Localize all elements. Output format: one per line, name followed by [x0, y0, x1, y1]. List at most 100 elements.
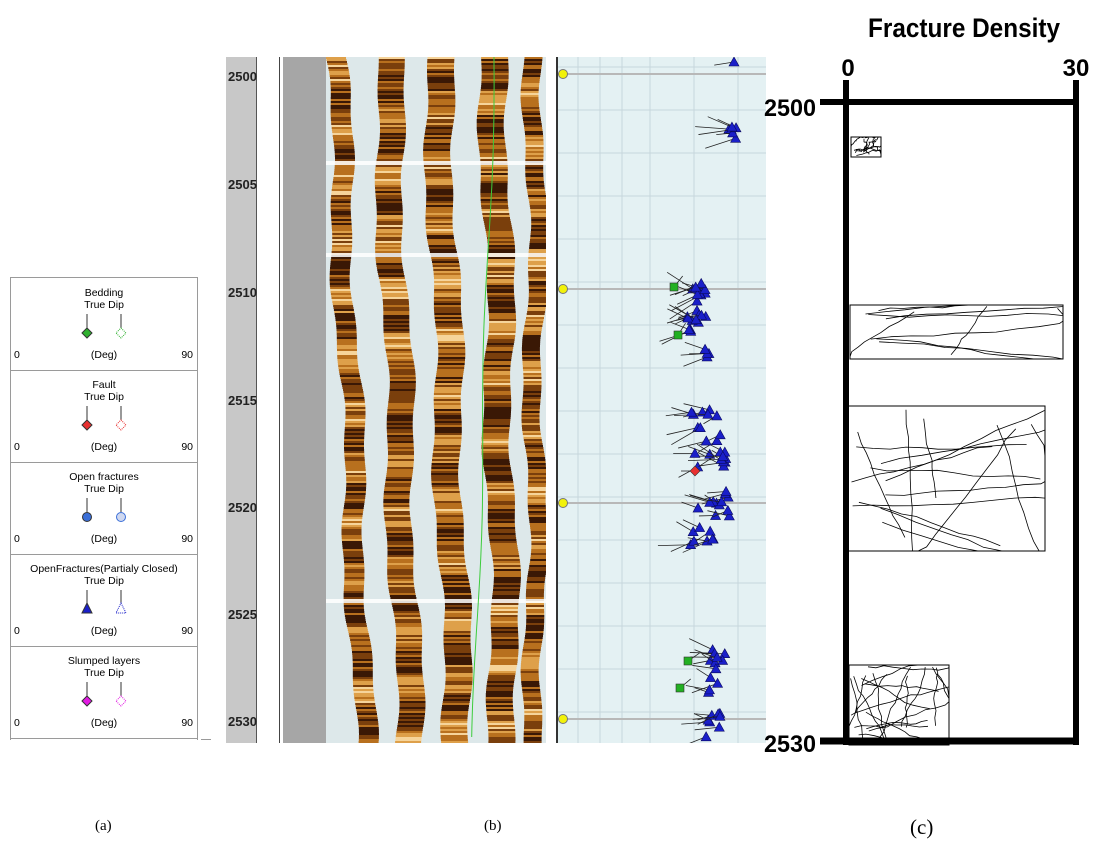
partially-closed-fracture-marker	[710, 663, 722, 674]
fracture-sketch	[848, 664, 950, 746]
partially-closed-fracture-marker	[707, 533, 719, 544]
tadpoles	[657, 57, 742, 743]
image-pads	[326, 57, 546, 743]
legend-max: 90	[181, 441, 193, 453]
partially-closed-fracture-marker	[691, 288, 703, 299]
depth-track: 2500 2505 2510 2515 2520 2525 2530	[226, 57, 257, 743]
legend-item-subtitle: True Dip	[84, 391, 124, 403]
partially-closed-fracture-marker	[694, 422, 706, 433]
partially-closed-fracture-marker	[683, 323, 695, 334]
legend-max: 90	[181, 533, 193, 545]
fracture-sketch	[850, 136, 882, 158]
partially-closed-fracture-marker	[700, 435, 712, 446]
depth-marker	[558, 284, 568, 294]
partially-closed-fracture-marker	[711, 651, 723, 662]
fracture-density-panel: Fracture Density 0 30 2500 2530	[764, 13, 1090, 758]
legend-unit: (Deg)	[90, 625, 118, 637]
fracture-sketch	[846, 405, 1046, 552]
partially-closed-fracture-marker	[691, 295, 703, 306]
partially-closed-fracture-marker	[696, 309, 708, 320]
legend-item-title: OpenFractures(Partialy Closed)	[30, 563, 178, 575]
depth-top-label: 2500	[764, 95, 816, 122]
partially-closed-fracture-marker	[727, 127, 739, 138]
partially-closed-fracture-marker	[728, 57, 740, 67]
partially-closed-fracture-marker	[690, 314, 702, 324]
bedding-marker	[675, 683, 685, 693]
partially-closed-fracture-marker	[694, 522, 706, 532]
caption-b: (b)	[484, 818, 502, 834]
legend-item-title: Fault	[92, 379, 116, 391]
partially-closed-fracture-marker	[711, 435, 723, 446]
partially-closed-fracture-marker	[714, 710, 726, 721]
partially-closed-fracture-marker	[723, 510, 735, 521]
depth-label: 2500	[228, 69, 257, 84]
partially-closed-fracture-marker	[726, 121, 738, 132]
partially-closed-fracture-marker	[703, 684, 715, 695]
legend-item-subtitle: True Dip	[84, 575, 124, 587]
partially-closed-fracture-marker	[719, 648, 731, 658]
bedding-marker	[683, 656, 693, 666]
partially-closed-fracture-marker	[696, 406, 708, 417]
partially-closed-fracture-marker	[702, 408, 714, 419]
partially-closed-fracture-marker	[702, 714, 714, 725]
fracture-density-title: Fracture Density	[868, 13, 1060, 43]
partially-closed-fracture-marker	[699, 343, 711, 354]
depth-label: 2525	[228, 607, 257, 622]
depth-marker	[558, 69, 568, 79]
partially-closed-fracture-marker	[695, 277, 707, 288]
circle-symbol-icon	[82, 498, 126, 522]
partially-closed-fracture-marker	[717, 450, 729, 461]
partially-closed-fracture-marker	[713, 721, 725, 732]
legend-min: 0	[14, 717, 20, 729]
legend-item: OpenFractures(Partialy Closed) True Dip 0 (…	[11, 554, 197, 647]
caliper-curve	[471, 57, 495, 738]
depth-label: 2530	[228, 714, 257, 729]
depth-label: 2520	[228, 500, 257, 515]
partially-closed-fracture-marker	[699, 283, 711, 294]
legend-item-subtitle: True Dip	[84, 299, 124, 311]
legend-unit: (Deg)	[90, 717, 118, 729]
caption-a: (a)	[95, 818, 112, 834]
borehole-image-track	[326, 57, 546, 743]
legend-unit: (Deg)	[90, 441, 118, 453]
legend-item-title: Slumped layers	[67, 655, 141, 667]
partially-closed-fracture-marker	[700, 731, 712, 742]
partially-closed-fracture-marker	[722, 504, 734, 515]
axis-max-label: 30	[1063, 55, 1090, 82]
legend-unit: (Deg)	[90, 349, 118, 361]
gray-track	[283, 57, 326, 743]
depth-marker	[558, 714, 568, 724]
partially-closed-fracture-marker	[689, 447, 701, 458]
dip-grid	[556, 57, 766, 743]
legend-max: 90	[181, 717, 193, 729]
depth-bottom-label: 2530	[764, 731, 816, 758]
legend-item-subtitle: True Dip	[84, 483, 124, 495]
legend-unit: (Deg)	[90, 533, 118, 545]
legend-item: Bedding True Dip 0 (Deg) 90	[11, 278, 197, 371]
partially-closed-fracture-marker	[711, 410, 723, 421]
tadpole-dip-track	[556, 57, 766, 743]
track-separator	[546, 57, 556, 743]
legend-item: Fault True Dip 0 (Deg) 90	[11, 370, 197, 463]
bedding-marker	[673, 330, 683, 340]
bedding-marker	[669, 282, 679, 292]
legend-min: 0	[14, 441, 20, 453]
fracture-sketch	[849, 304, 1064, 360]
legend-min: 0	[14, 625, 20, 637]
partially-closed-fracture-marker	[720, 485, 732, 496]
legend-item: Slumped layers True Dip 0 (Deg) 90	[11, 646, 197, 739]
diamond-symbol-icon	[81, 406, 127, 431]
legend-min: 0	[14, 533, 20, 545]
partially-closed-fracture-marker	[704, 496, 716, 507]
depth-label: 2510	[228, 285, 257, 300]
legend-max: 90	[181, 349, 193, 361]
partially-closed-fracture-marker	[712, 677, 724, 688]
partially-closed-fracture-marker	[690, 281, 702, 292]
fault-marker	[689, 465, 701, 477]
legend-max: 90	[181, 625, 193, 637]
fracture-sketches	[846, 136, 1064, 746]
legend-min: 0	[14, 349, 20, 361]
partially-closed-fracture-marker	[686, 406, 698, 417]
caption-c: (c)	[910, 815, 934, 839]
depth-label: 2505	[228, 177, 257, 192]
